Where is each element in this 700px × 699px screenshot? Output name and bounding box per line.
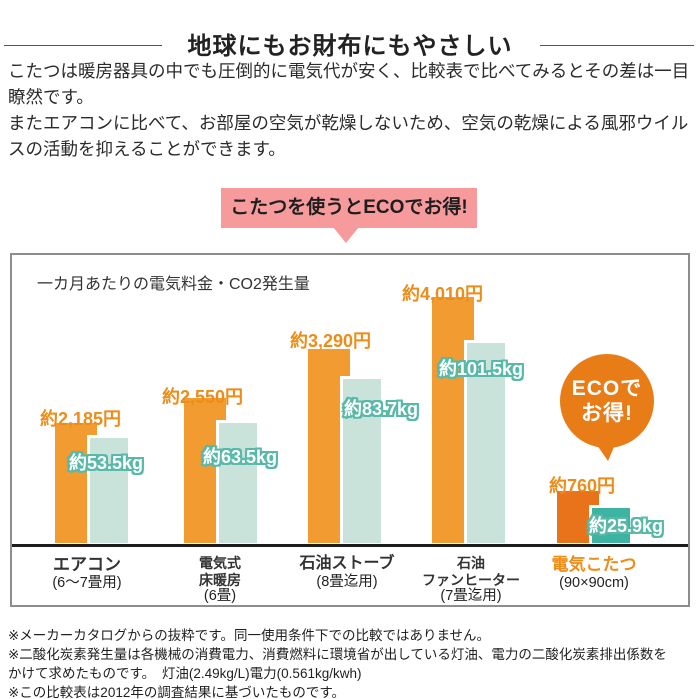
co2-bar — [216, 420, 260, 543]
footnotes: ※メーカーカタログからの抜粋です。同一使用条件下での比較ではありません。 ※二酸… — [8, 628, 667, 699]
callout-label: こたつを使うとECOでお得! — [230, 197, 468, 218]
eco-badge-label: ECOで お得! — [571, 377, 643, 426]
category-size: (90×90cm) — [559, 575, 629, 592]
cost-label: 約2,550円 — [162, 387, 244, 407]
callout-tail-icon — [333, 227, 359, 243]
category-name: 石油 ファンヒーター — [422, 555, 520, 588]
cost-label: 約2,185円 — [40, 409, 122, 429]
co2-label: 約83.7kg — [342, 397, 420, 421]
category-label: 電気式 床暖房 (6畳) — [150, 555, 290, 605]
co2-label: 約53.5kg — [67, 451, 145, 475]
co2-label: 約101.5kg — [437, 357, 525, 381]
page-title: 地球にもお財布にもやさしい — [187, 33, 513, 60]
co2-bar — [589, 505, 633, 543]
title-rule-right — [540, 45, 694, 46]
intro-text: こたつは暖房器具の中でも圧倒的に電気代が安く、比較表で比べてみるとその差は一目 … — [8, 61, 690, 159]
category-size: (6～7畳用) — [52, 575, 122, 592]
co2-bar — [464, 340, 508, 543]
category-size: (8畳迄用) — [316, 573, 378, 590]
category-name: 石油ストーブ — [299, 555, 395, 572]
chart-title: 一カ月あたりの電気料金・CO2発生量 — [37, 276, 310, 293]
callout-bubble: こたつを使うとECOでお得! — [221, 188, 477, 243]
category-size: (6畳) — [203, 588, 237, 605]
category-label: 電気こたつ (90×90cm) — [524, 555, 664, 592]
chart-panel: 一カ月あたりの電気料金・CO2発生量 約2,185円 約53.5kg エアコン … — [10, 253, 690, 607]
category-label: エアコン (6～7畳用) — [17, 555, 157, 592]
cost-label: 約4,010円 — [402, 284, 484, 304]
co2-bar — [87, 435, 131, 543]
chart-baseline — [12, 544, 688, 547]
co2-label: 約25.9kg — [587, 514, 665, 538]
eco-badge: ECOで お得! — [560, 354, 654, 448]
co2-bar — [340, 376, 384, 543]
cost-label: 約3,290円 — [290, 331, 372, 351]
cost-label: 約760円 — [549, 476, 616, 496]
category-name: エアコン — [53, 555, 121, 574]
category-name: 電気式 床暖房 — [199, 555, 241, 588]
co2-label: 約63.5kg — [201, 445, 279, 469]
category-name: 電気こたつ — [551, 555, 637, 574]
category-size: (7畳迄用) — [440, 588, 502, 605]
category-label: 石油 ファンヒーター (7畳迄用) — [401, 555, 541, 605]
title-rule-left — [4, 45, 162, 46]
category-label: 石油ストーブ (8畳迄用) — [277, 555, 417, 591]
